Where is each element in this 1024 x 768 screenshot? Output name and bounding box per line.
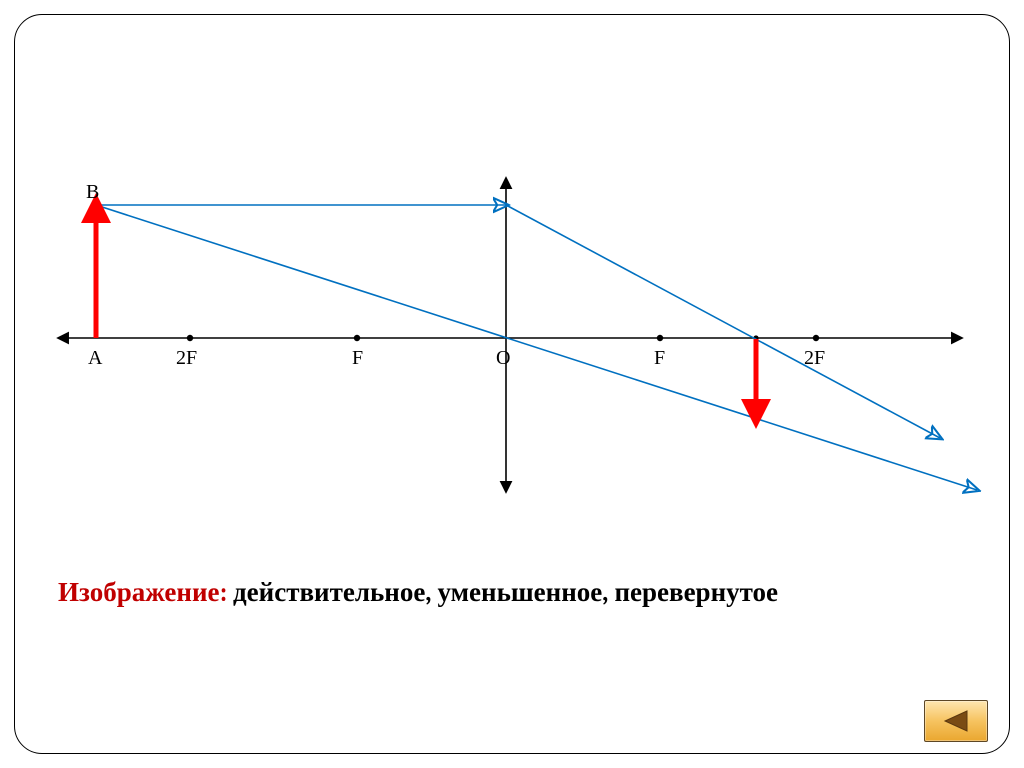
point-F-left [354, 335, 360, 341]
ray-through-center [96, 205, 977, 490]
label-2F-left: 2F [176, 347, 197, 369]
prev-slide-button[interactable] [924, 700, 988, 742]
caption: Изображение: действительное, уменьшенное… [58, 576, 918, 610]
point-2F-right [813, 335, 819, 341]
triangle-left-icon [941, 709, 971, 733]
label-F-left: F [352, 347, 363, 369]
optics-diagram: B A 2F F O F 2F [0, 0, 1024, 768]
caption-rest: действительное, уменьшенное, перевернуто… [227, 577, 778, 608]
point-F-right [657, 335, 663, 341]
label-2F-right: 2F [804, 347, 825, 369]
ray-parallel-segment-2 [506, 205, 940, 438]
label-F-right: F [654, 347, 665, 369]
label-O: O [496, 347, 510, 369]
label-A: A [88, 347, 103, 369]
point-2F-left [187, 335, 193, 341]
label-B: B [86, 181, 99, 203]
caption-prefix: Изображение: [58, 577, 227, 608]
